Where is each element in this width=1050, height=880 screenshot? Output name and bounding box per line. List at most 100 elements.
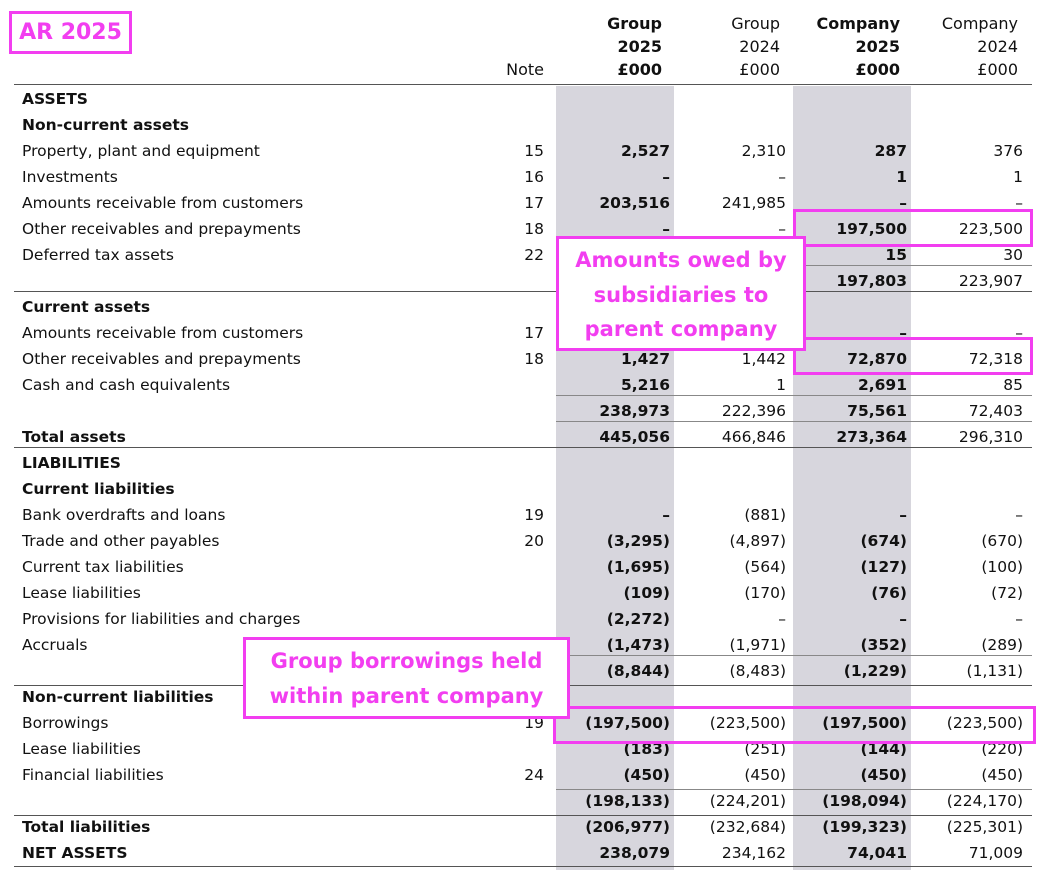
subtotal-rule [14,447,1032,448]
header-line: Group [731,14,780,33]
subtotal-rule [556,655,1032,656]
row-note: 16 [524,168,544,186]
row-value: 75,561 [847,402,907,420]
row-value: 445,056 [599,428,670,446]
row-value: (197,500) [585,714,670,732]
row-value: 197,803 [836,272,907,290]
row-value: (1,695) [606,558,670,576]
row-note: 17 [524,194,544,212]
row-label: Current liabilities [22,480,175,498]
header-line: 2025 [617,37,662,56]
row-label: Financial liabilities [22,766,164,784]
row-value: (197,500) [822,714,907,732]
row-label: NET ASSETS [22,844,128,862]
table-row: Property, plant and equipment 15 2,527 2,31… [0,138,1050,164]
table-row: Amounts receivable from customers 17 – – [0,320,1050,346]
row-value: – [899,324,907,342]
row-value: 2,310 [741,142,786,160]
table-row: LIABILITIES [0,450,1050,476]
table-row: Financial liabilities 24 (450) (450) (450) (4… [0,762,1050,788]
row-label: Provisions for liabilities and charges [22,610,301,628]
row-value: – [899,506,907,524]
row-value: (4,897) [729,532,786,550]
row-value: 234,162 [721,844,786,862]
row-value: (3,295) [606,532,670,550]
balance-sheet-table: ASSETS Non-current assets Property, plant … [0,86,1050,866]
header-line: £000 [977,60,1018,79]
note-header: Note [434,58,544,81]
table-row: (198,133) (224,201) (198,094) (224,170) [0,788,1050,814]
header-line: £000 [855,60,900,79]
row-value: 2,691 [857,376,907,394]
table-row: (8,844) (8,483) (1,229) (1,131) [0,658,1050,684]
table-row: Provisions for liabilities and charges (2… [0,606,1050,632]
row-value: – [778,168,786,186]
table-row: Non-current liabilities [0,684,1050,710]
row-note: 24 [524,766,544,784]
annotation-line: subsidiaries to [593,282,769,307]
header-rule [14,84,1032,85]
table-row: Current liabilities [0,476,1050,502]
table-row: Investments 16 – – 1 1 [0,164,1050,190]
table-row: 238,973 222,396 75,561 72,403 [0,398,1050,424]
row-value: 1,427 [620,350,670,368]
header-line: £000 [617,60,662,79]
header-line: 2024 [977,37,1018,56]
row-value: 85 [1003,376,1023,394]
row-label: Lease liabilities [22,584,141,602]
row-value: 71,009 [968,844,1023,862]
header-line: Company [941,14,1018,33]
row-label: Current tax liabilities [22,558,184,576]
row-value: (352) [860,636,907,654]
row-note: 17 [524,324,544,342]
row-value: 241,985 [721,194,786,212]
row-value: (109) [623,584,670,602]
table-row: Other receivables and prepayments 18 1,427… [0,346,1050,372]
company-2025-header: Company 2025 £000 [790,12,900,81]
row-value: 376 [993,142,1023,160]
row-value: (225,301) [946,818,1023,836]
table-row: NET ASSETS 238,079 234,162 74,041 71,009 [0,840,1050,866]
row-value: 72,870 [847,350,907,368]
row-label: Trade and other payables [22,532,220,550]
row-label: Amounts receivable from customers [22,324,304,342]
table-row: Trade and other payables 20 (3,295) (4,897)… [0,528,1050,554]
table-row: Bank overdrafts and loans 19 – (881) – – [0,502,1050,528]
row-value: – [778,610,786,628]
company-2025-shade [793,86,911,870]
row-value: – [1015,506,1023,524]
row-value: 1 [776,376,786,394]
table-row: Non-current assets [0,112,1050,138]
header-line: 2025 [855,37,900,56]
ar-2025-tag: AR 2025 [9,11,132,54]
table-row: Current assets [0,294,1050,320]
row-value: (100) [981,558,1023,576]
annotation-line: parent company [584,317,778,341]
row-value: 15 [885,246,907,264]
row-value: (199,323) [822,818,907,836]
row-value: 197,500 [836,220,907,238]
row-value: – [899,610,907,628]
group-2025-shade [556,86,674,870]
row-label: Lease liabilities [22,740,141,758]
table-row: Total assets 445,056 466,846 273,364 296,310 [0,424,1050,450]
row-value: 296,310 [958,428,1023,446]
row-label: Total liabilities [22,818,151,836]
row-value: (72) [991,584,1023,602]
row-label: Deferred tax assets [22,246,174,264]
row-value: 287 [874,142,907,160]
row-value: 273,364 [836,428,907,446]
subtotal-rule [14,291,1032,292]
table-row: Lease liabilities (109) (170) (76) (72) [0,580,1050,606]
row-value: 1,442 [741,350,786,368]
row-label: Borrowings [22,714,109,732]
row-value: – [1015,324,1023,342]
row-note: 19 [524,506,544,524]
row-label: Accruals [22,636,88,654]
note-header-text: Note [506,60,544,79]
row-value: 238,079 [599,844,670,862]
row-value: (1,971) [729,636,786,654]
row-value: (8,844) [606,662,670,680]
row-value: (170) [744,584,786,602]
row-value: 1 [1013,168,1023,186]
